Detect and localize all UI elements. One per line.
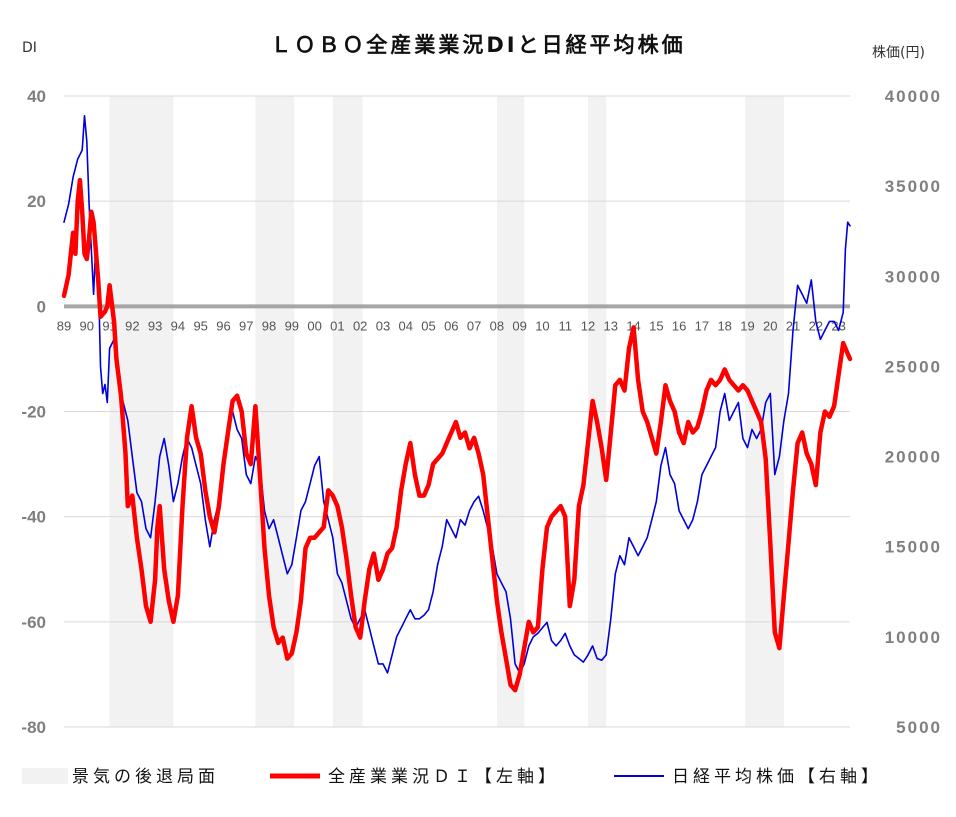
series-line-nikkei [63,115,851,674]
x-tick-labels: 89 90 91 92 93 94 95 96 97 98 99 00 01 02 03 04 05 06 07 08… [57,318,846,333]
x-tick-label: 08 [490,318,504,333]
x-tick-label: 16 [672,318,686,333]
right-tick-label: 25000 [885,357,942,376]
right-tick-label: 30000 [885,267,942,286]
x-tick-label: 93 [148,318,162,333]
left-axis-ticks: 40 20 0 -20 -40 -60 -80 [21,87,46,737]
legend: 景気の後退局面 全産業業況ＤＩ【左軸】 日経平均株価【右軸】 [22,767,882,787]
gridlines [64,95,850,728]
x-tick-label: 07 [467,318,481,333]
legend-label-nikkei: 日経平均株価【右軸】 [672,767,882,787]
legend-label-recession: 景気の後退局面 [72,767,219,787]
x-tick-label: 00 [307,318,321,333]
left-tick-label: 20 [27,192,46,211]
series-line-di [61,177,853,693]
right-tick-label: 15000 [885,538,942,557]
x-tick-label: 19 [740,318,754,333]
x-tick-label: 11 [558,318,572,333]
x-tick-label: 98 [262,318,276,333]
right-tick-label: 40000 [885,87,942,106]
left-tick-label: 0 [37,297,46,316]
right-tick-label: 10000 [885,628,942,647]
left-tick-label: -40 [21,508,46,527]
x-tick-label: 04 [399,318,413,333]
x-tick-label: 94 [171,318,185,333]
right-axis-ticks: 40000 35000 30000 25000 20000 15000 10000 5000 [885,87,942,737]
x-tick-label: 92 [125,318,139,333]
x-tick-label: 99 [285,318,299,333]
x-tick-label: 06 [444,318,458,333]
x-tick-label: 17 [695,318,709,333]
x-tick-label: 22 [809,318,823,333]
x-tick-label: 13 [604,318,618,333]
legend-swatch-recession [22,768,68,784]
x-tick-label: 12 [581,318,595,333]
right-tick-label: 20000 [885,448,942,467]
x-tick-label: 89 [57,318,71,333]
x-tick-label: 09 [512,318,526,333]
series-lines [61,115,853,693]
left-tick-label: -80 [21,718,46,737]
x-tick-label: 03 [376,318,390,333]
left-axis-label: DI [22,40,37,56]
right-tick-label: 5000 [896,718,942,737]
x-tick-label: 97 [239,318,253,333]
x-tick-label: 20 [763,318,777,333]
x-tick-label: 10 [535,318,549,333]
left-tick-label: 40 [27,87,46,106]
left-tick-label: -60 [21,613,46,632]
x-tick-label: 01 [330,318,344,333]
x-tick-label: 96 [216,318,230,333]
x-tick-label: 18 [717,318,731,333]
right-tick-label: 35000 [885,177,942,196]
x-tick-label: 02 [353,318,367,333]
right-axis-label: 株価(円) [872,45,925,61]
x-tick-label: 90 [80,318,94,333]
x-tick-label: 95 [193,318,207,333]
chart-title: ＬＯＢＯ全産業業況DIと日経平均株価 [270,33,685,57]
legend-label-di: 全産業業況ＤＩ【左軸】 [328,767,559,787]
x-tick-label: 15 [649,318,663,333]
x-tick-label: 05 [421,318,435,333]
left-tick-label: -20 [21,403,46,422]
